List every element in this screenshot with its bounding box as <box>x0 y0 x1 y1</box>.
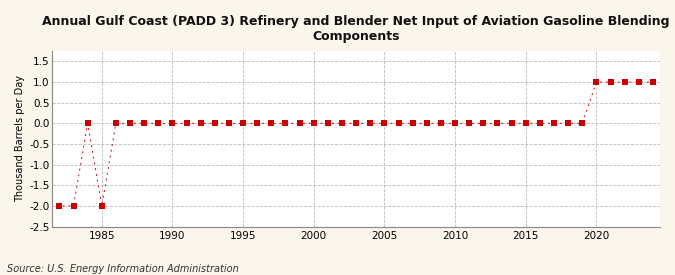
Text: Source: U.S. Energy Information Administration: Source: U.S. Energy Information Administ… <box>7 264 238 274</box>
Title: Annual Gulf Coast (PADD 3) Refinery and Blender Net Input of Aviation Gasoline B: Annual Gulf Coast (PADD 3) Refinery and … <box>43 15 670 43</box>
Y-axis label: Thousand Barrels per Day: Thousand Barrels per Day <box>15 75 25 202</box>
